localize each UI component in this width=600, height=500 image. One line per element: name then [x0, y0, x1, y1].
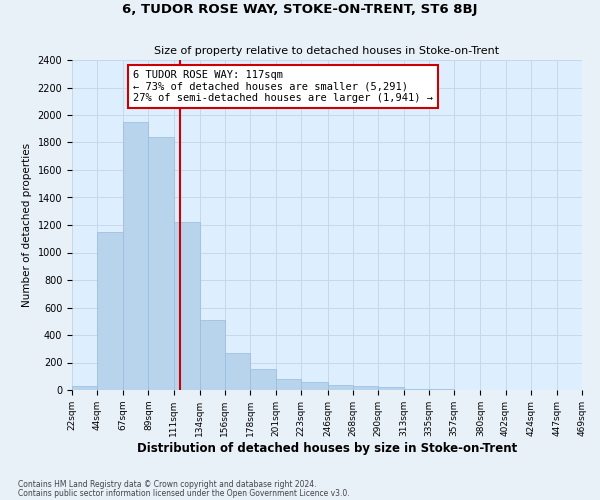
Bar [200, 320, 225, 390]
Bar [124, 122, 148, 390]
Bar [301, 382, 328, 390]
Bar [404, 388, 429, 390]
Bar [72, 386, 97, 390]
Text: 6 TUDOR ROSE WAY: 117sqm
← 73% of detached houses are smaller (5,291)
27% of sem: 6 TUDOR ROSE WAY: 117sqm ← 73% of detach… [133, 70, 433, 103]
Bar [276, 379, 301, 390]
X-axis label: Distribution of detached houses by size in Stoke-on-Trent: Distribution of detached houses by size … [137, 442, 517, 454]
Bar [97, 232, 124, 390]
Bar [328, 384, 353, 390]
Text: Contains public sector information licensed under the Open Government Licence v3: Contains public sector information licen… [18, 488, 350, 498]
Title: Size of property relative to detached houses in Stoke-on-Trent: Size of property relative to detached ho… [154, 46, 500, 56]
Text: Contains HM Land Registry data © Crown copyright and database right 2024.: Contains HM Land Registry data © Crown c… [18, 480, 317, 489]
Bar [225, 353, 250, 390]
Bar [378, 387, 404, 390]
Text: 6, TUDOR ROSE WAY, STOKE-ON-TRENT, ST6 8BJ: 6, TUDOR ROSE WAY, STOKE-ON-TRENT, ST6 8… [122, 2, 478, 16]
Bar [353, 386, 378, 390]
Bar [148, 137, 173, 390]
Bar [250, 370, 276, 390]
Y-axis label: Number of detached properties: Number of detached properties [22, 143, 32, 307]
Bar [173, 222, 200, 390]
